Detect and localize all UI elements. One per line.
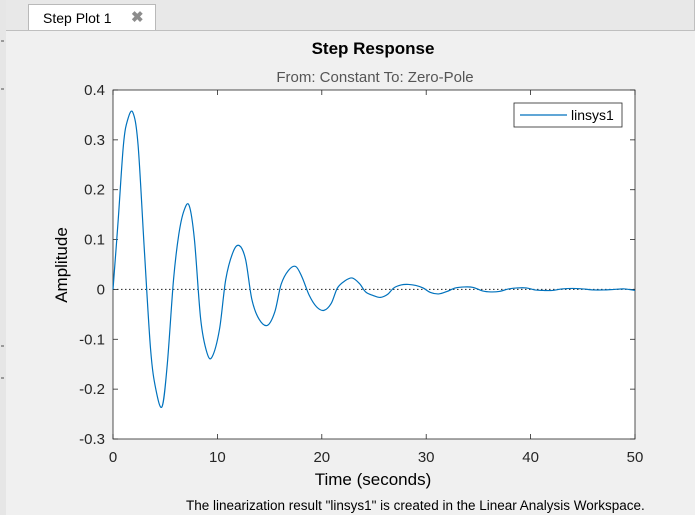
status-message: The linearization result "linsys1" is cr…: [186, 498, 645, 513]
legend[interactable]: linsys1: [513, 102, 623, 128]
y-tick-label: 0.2: [84, 182, 105, 199]
dock-marker: [1, 88, 4, 90]
close-icon[interactable]: ✖: [131, 9, 144, 26]
x-tick-label: 10: [209, 449, 226, 466]
x-tick-label: 40: [522, 449, 539, 466]
series-line-linsys1[interactable]: [112, 110, 636, 409]
dock-marker: [1, 377, 4, 379]
y-tick-label: 0.4: [84, 82, 105, 99]
chart-title: Step Response: [312, 39, 435, 58]
y-tick-label: 0.3: [84, 132, 105, 149]
plot-frame: [112, 89, 636, 440]
tab-bar: Step Plot 1 ✖: [6, 0, 695, 31]
dock-marker: [1, 345, 4, 347]
x-tick-label: 0: [109, 449, 117, 466]
y-axis-label: Amplitude: [52, 227, 71, 303]
x-axis-label: Time (seconds): [315, 470, 432, 489]
y-tick-label: -0.2: [79, 381, 105, 398]
legend-label: linsys1: [571, 107, 614, 123]
tab-step-plot[interactable]: Step Plot 1 ✖: [28, 4, 156, 30]
tab-label: Step Plot 1: [43, 10, 112, 26]
y-tick-label: 0.1: [84, 232, 105, 249]
y-tick-label: -0.3: [79, 431, 105, 448]
x-tick-label: 50: [627, 449, 644, 466]
plot-panel: Step Response From: Constant To: Zero-Po…: [6, 31, 695, 515]
dock-marker: [1, 40, 4, 42]
y-tick-label: -0.1: [79, 331, 105, 348]
step-response-chart: Step Response From: Constant To: Zero-Po…: [52, 39, 644, 489]
x-tick-label: 30: [418, 449, 435, 466]
x-tick-label: 20: [313, 449, 330, 466]
y-tick-label: 0: [97, 281, 105, 298]
chart-subtitle: From: Constant To: Zero-Pole: [276, 69, 473, 86]
